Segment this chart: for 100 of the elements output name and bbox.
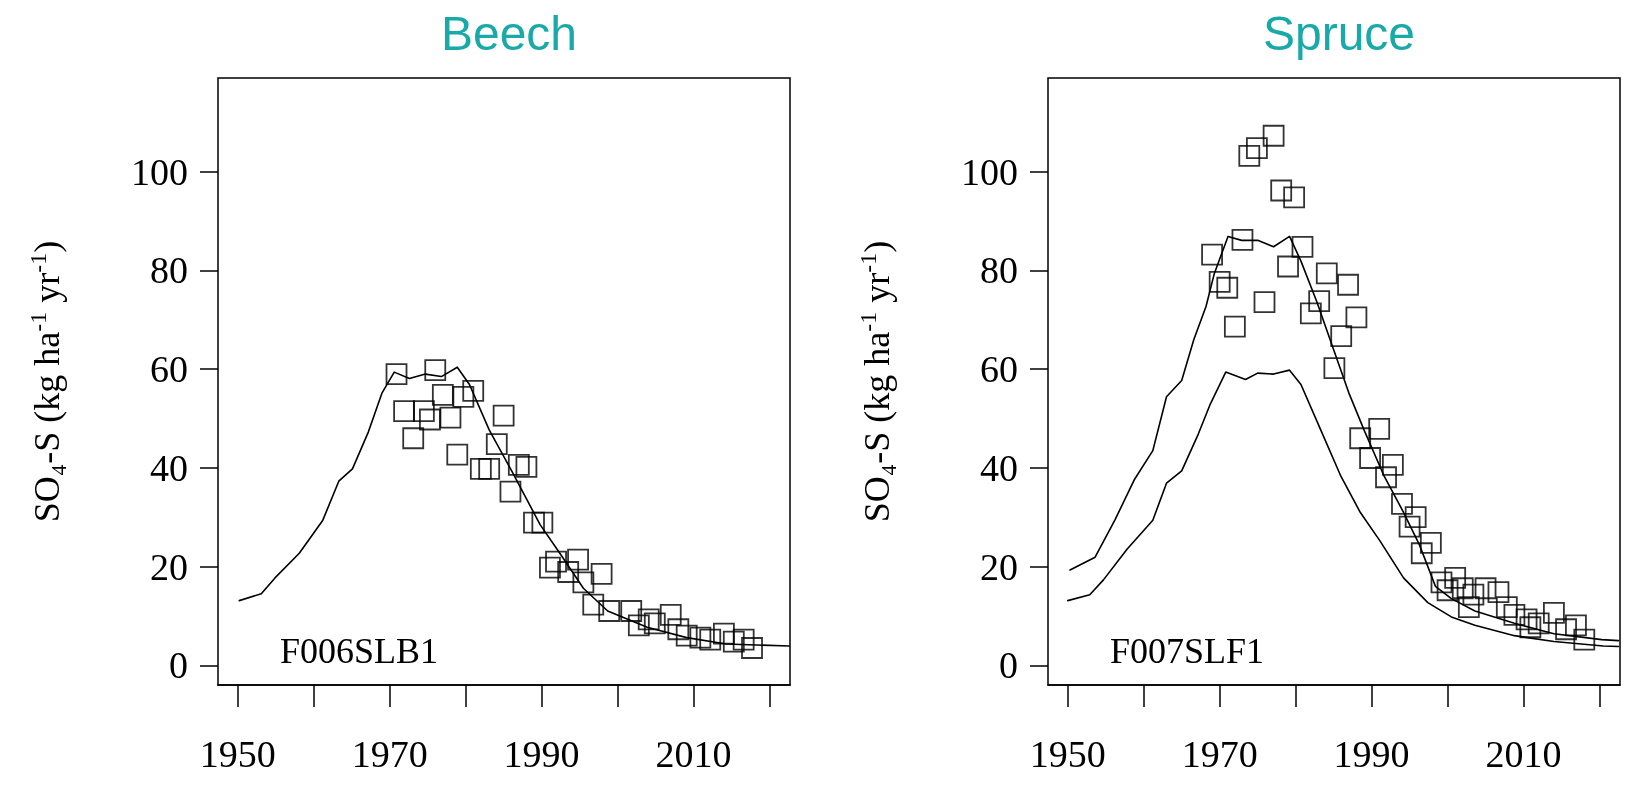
point bbox=[1359, 447, 1381, 469]
y-tick-label: 80 bbox=[150, 249, 188, 292]
point bbox=[431, 383, 454, 406]
point bbox=[1462, 583, 1485, 606]
point bbox=[393, 400, 416, 423]
point bbox=[1503, 604, 1526, 626]
point bbox=[452, 385, 475, 408]
point bbox=[1555, 618, 1577, 641]
point bbox=[507, 454, 530, 476]
point bbox=[1565, 614, 1587, 637]
x-tick-label: 2010 bbox=[1485, 733, 1562, 775]
point bbox=[1527, 612, 1550, 635]
point bbox=[1391, 492, 1413, 515]
point bbox=[1283, 186, 1306, 209]
y-tick-label: 80 bbox=[980, 249, 1018, 292]
point bbox=[1430, 571, 1453, 594]
y-tick-label: 40 bbox=[150, 446, 188, 489]
point bbox=[1543, 602, 1565, 624]
point bbox=[675, 624, 698, 647]
point bbox=[713, 622, 735, 645]
point bbox=[1474, 577, 1497, 600]
point bbox=[1246, 137, 1268, 159]
point bbox=[598, 600, 621, 622]
point bbox=[1201, 243, 1223, 266]
y-axis-title: SO₄-S (kg ha-1 yr-1) bbox=[855, 240, 897, 523]
point bbox=[1330, 325, 1353, 347]
point bbox=[689, 626, 712, 649]
point bbox=[722, 630, 745, 653]
point bbox=[446, 443, 469, 466]
point bbox=[539, 556, 561, 579]
point bbox=[1457, 596, 1480, 618]
point bbox=[1299, 302, 1322, 325]
point bbox=[637, 608, 660, 631]
point bbox=[1404, 506, 1427, 529]
point bbox=[1337, 273, 1359, 296]
point bbox=[424, 359, 447, 382]
point bbox=[1345, 306, 1368, 329]
y-tick-label: 0 bbox=[169, 644, 188, 687]
y-tick-label: 60 bbox=[980, 348, 1018, 391]
point bbox=[412, 400, 435, 423]
point bbox=[1323, 357, 1346, 380]
point bbox=[572, 571, 595, 594]
point bbox=[741, 637, 763, 659]
point bbox=[1315, 262, 1338, 285]
point bbox=[1291, 235, 1314, 258]
x-tick-label: 1970 bbox=[351, 733, 428, 775]
point bbox=[1495, 596, 1518, 618]
point bbox=[699, 628, 722, 651]
point bbox=[557, 561, 580, 583]
point bbox=[1519, 616, 1542, 639]
x-tick-label: 1990 bbox=[503, 733, 580, 775]
point bbox=[1270, 179, 1293, 202]
point bbox=[643, 612, 666, 635]
point bbox=[419, 408, 441, 431]
y-tick-label: 100 bbox=[961, 150, 1018, 193]
point bbox=[1238, 145, 1261, 167]
point bbox=[531, 511, 554, 534]
point bbox=[1368, 417, 1391, 440]
y-tick-label: 100 bbox=[131, 150, 188, 193]
point bbox=[1515, 608, 1538, 631]
y-tick-label: 20 bbox=[150, 545, 188, 588]
point bbox=[1231, 228, 1254, 251]
point bbox=[627, 614, 650, 637]
point bbox=[1444, 567, 1467, 589]
point bbox=[523, 511, 545, 534]
point bbox=[1419, 531, 1442, 554]
point bbox=[462, 379, 485, 402]
point bbox=[1398, 515, 1421, 538]
point bbox=[1208, 270, 1231, 293]
point bbox=[1573, 628, 1596, 651]
point bbox=[1262, 124, 1285, 147]
annotation: F007SLF1 bbox=[1110, 631, 1265, 671]
chart-title: Spruce bbox=[1262, 6, 1416, 60]
x-tick-label: 1970 bbox=[1181, 733, 1258, 775]
y-tick-label: 0 bbox=[999, 644, 1018, 687]
point bbox=[1308, 290, 1331, 312]
point bbox=[567, 548, 589, 571]
point bbox=[402, 427, 425, 450]
point bbox=[1216, 276, 1239, 299]
point bbox=[515, 455, 538, 478]
point bbox=[485, 433, 508, 456]
point bbox=[1223, 315, 1246, 338]
point bbox=[1410, 542, 1433, 565]
point bbox=[1487, 581, 1510, 604]
point bbox=[1375, 466, 1397, 489]
point bbox=[499, 480, 522, 503]
y-tick-label: 60 bbox=[150, 348, 188, 391]
point bbox=[469, 457, 492, 480]
point bbox=[732, 628, 755, 651]
point bbox=[1436, 579, 1459, 602]
x-tick-label: 2010 bbox=[655, 733, 732, 775]
point bbox=[1451, 577, 1474, 600]
y-tick-label: 40 bbox=[980, 446, 1018, 489]
point bbox=[385, 363, 408, 385]
point bbox=[478, 457, 501, 480]
x-tick-label: 1950 bbox=[1029, 733, 1106, 775]
point bbox=[667, 618, 690, 641]
chart-title: Beech bbox=[440, 6, 578, 60]
y-axis-title: SO₄-S (kg ha-1 yr-1) bbox=[25, 240, 67, 523]
point bbox=[1277, 255, 1299, 278]
